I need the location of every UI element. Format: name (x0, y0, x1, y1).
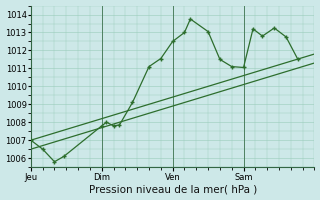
X-axis label: Pression niveau de la mer( hPa ): Pression niveau de la mer( hPa ) (89, 184, 257, 194)
